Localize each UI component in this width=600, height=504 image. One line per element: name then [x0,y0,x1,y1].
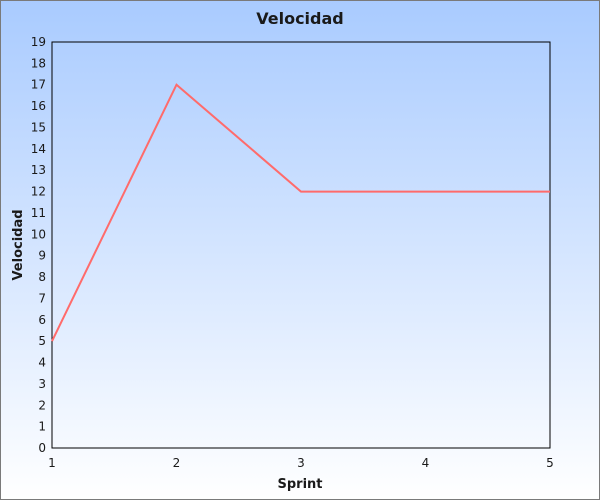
y-tick-label: 7 [38,291,46,305]
y-tick-label: 5 [38,334,46,348]
y-tick-label: 13 [31,163,46,177]
y-tick-label: 3 [38,377,46,391]
y-tick-label: 17 [31,78,46,92]
y-tick-label: 10 [31,227,46,241]
y-tick-label: 16 [31,99,46,113]
y-tick-label: 15 [31,120,46,134]
y-axis-label: Velocidad [11,209,26,280]
y-tick-label: 11 [31,206,46,220]
chart-title: Velocidad [256,9,344,28]
series-layer [51,83,550,342]
y-tick-label: 9 [38,249,46,263]
x-tick-label: 5 [546,456,554,470]
y-tick-label: 0 [38,441,46,455]
x-tick-label: 3 [297,456,305,470]
series-line [51,83,550,342]
y-tick-label: 1 [38,420,46,434]
y-tick-label: 18 [31,56,46,70]
y-tick-label: 19 [31,35,46,49]
y-tick-label: 4 [38,356,46,370]
y-tick-label: 12 [31,185,46,199]
x-tick-label: 2 [173,456,181,470]
x-axis-label: Sprint [277,477,322,492]
x-tick-label: 4 [422,456,430,470]
y-tick-label: 6 [38,313,46,327]
x-axis-ticks: 1 2 3 4 5 [48,456,554,470]
y-tick-label: 2 [38,398,46,412]
y-tick-label: 14 [31,142,46,156]
y-tick-label: 8 [38,270,46,284]
plot-area-frame [51,41,551,449]
x-tick-label: 1 [48,456,56,470]
